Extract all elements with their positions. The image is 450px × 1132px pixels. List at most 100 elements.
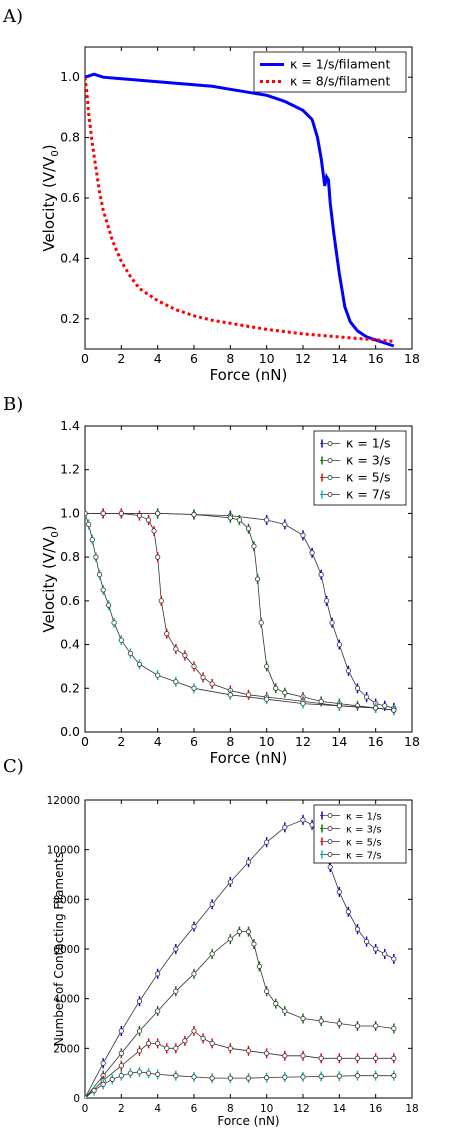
series-2-point	[336, 1020, 342, 1027]
plot-frame	[84, 46, 413, 350]
x-tick-label: 4	[154, 1103, 161, 1115]
x-tick-label: 14	[331, 734, 347, 749]
series-3-point	[318, 1055, 324, 1061]
legend-swatch-point	[327, 492, 333, 497]
series-1-point	[345, 668, 352, 674]
series-3-point	[245, 1048, 252, 1054]
series-1-point	[245, 859, 252, 865]
series-1-point	[209, 901, 215, 907]
legend-entry: κ = 5/s	[346, 838, 382, 849]
series-4-point	[85, 510, 88, 517]
x-tick-label: 16	[368, 734, 384, 749]
series-1-point	[100, 1060, 106, 1066]
series-2-point	[254, 576, 261, 582]
y-axis-label-sub: 0	[50, 531, 61, 537]
legend-entry: κ = 7/s	[346, 487, 390, 502]
series-4-point	[282, 1074, 288, 1080]
series-1-point	[282, 824, 288, 830]
series-2-point	[273, 685, 279, 691]
series-2-point	[373, 1023, 379, 1029]
x-tick-label: 2	[118, 1103, 125, 1115]
series-2-point	[209, 951, 215, 957]
series-3-point	[182, 652, 188, 659]
series-4-point	[373, 705, 379, 711]
series-4-point	[318, 1073, 324, 1079]
series-1-point	[227, 879, 233, 885]
chart-panel-1: A) 0 2 4 6 8 10 12 14 16 18 0.2 0.4 0.6 0.8 1.0 Force (n…	[2, 6, 420, 384]
x-axis-label: Force (nN)	[210, 366, 288, 384]
chart-panel-2: B) 0 2 4 6 8 10 12 14 16 18 0.0 0.2 0.4 0.6 0.8 1.0 1.2 1.…	[3, 394, 420, 767]
series-1-point	[118, 1028, 124, 1034]
x-tick-label: 4	[154, 734, 162, 749]
y-axis-label-close: )	[40, 144, 58, 150]
series-3-point	[155, 1040, 161, 1046]
series-1-point	[136, 998, 143, 1004]
series-2-point	[236, 929, 243, 935]
series-4-point	[96, 572, 103, 578]
series-2-point	[264, 663, 270, 670]
series-2-point	[251, 941, 257, 947]
panel-label: A)	[2, 6, 23, 27]
series-4-point	[145, 1070, 152, 1076]
series-3-point	[158, 598, 164, 604]
x-axis-label: Force (nN)	[210, 749, 288, 767]
series-2-point	[273, 1001, 279, 1007]
series-2-point	[227, 936, 233, 942]
x-tick-label: 14	[333, 1103, 347, 1115]
series-4-point	[100, 587, 106, 593]
series-3-point	[173, 646, 179, 652]
series-1-point	[324, 598, 330, 604]
series-1-point	[382, 703, 388, 709]
y-tick-label: 0.2	[60, 311, 80, 326]
series-4-point	[85, 1095, 88, 1098]
series-2-point	[318, 698, 324, 705]
x-tick-label: 12	[296, 1103, 309, 1115]
x-tick-label: 18	[404, 351, 420, 366]
series-1-point	[173, 946, 179, 952]
x-tick-label: 12	[295, 351, 311, 366]
y-axis-label-sub: 0	[50, 150, 61, 156]
data-layer	[85, 508, 397, 716]
panel-label: B)	[3, 394, 23, 415]
series-2-point	[258, 620, 264, 626]
y-axis-label: Velocity (V/V0)	[40, 144, 61, 251]
series-1-point	[336, 889, 342, 895]
series-3-point	[173, 1045, 179, 1051]
series-4-point	[155, 672, 161, 678]
series-4-point	[93, 554, 99, 560]
legend-swatch-point	[327, 441, 333, 446]
series-1-point	[373, 946, 379, 952]
y-tick-label: 0.8	[60, 130, 80, 145]
series-3-point	[191, 663, 197, 670]
y-axis-label-close: )	[40, 525, 58, 531]
series-4-point	[173, 679, 179, 685]
series-3-point	[300, 1053, 306, 1059]
y-tick-label: 0.4	[60, 250, 80, 265]
series-4-point	[209, 1075, 215, 1081]
series-3-point	[282, 1053, 288, 1059]
series-1-point	[329, 620, 335, 626]
series-2-point	[191, 511, 197, 518]
series-4-point	[245, 1075, 252, 1081]
y-tick-label: 0.4	[60, 637, 80, 652]
series-2-point	[282, 690, 288, 696]
x-tick-label: 6	[190, 734, 198, 749]
series-1-point	[282, 521, 288, 527]
series-3-point	[136, 513, 143, 519]
series-line-4	[85, 1071, 394, 1098]
y-tick-label: 6000	[53, 944, 80, 956]
series-2-point	[391, 1025, 397, 1032]
x-tick-label: 10	[260, 1103, 273, 1115]
x-tick-label: 2	[117, 734, 125, 749]
y-tick-label: 0.6	[60, 593, 80, 608]
x-tick-label: 8	[226, 351, 234, 366]
series-4-point	[86, 521, 92, 527]
series-3-point	[136, 1048, 143, 1054]
series-4-point	[391, 707, 397, 713]
series-4-point	[136, 661, 143, 667]
panel-label: C)	[3, 756, 24, 777]
series-1-point	[318, 572, 324, 578]
y-tick-label: 8000	[53, 894, 80, 906]
series-4-point	[227, 1075, 233, 1081]
